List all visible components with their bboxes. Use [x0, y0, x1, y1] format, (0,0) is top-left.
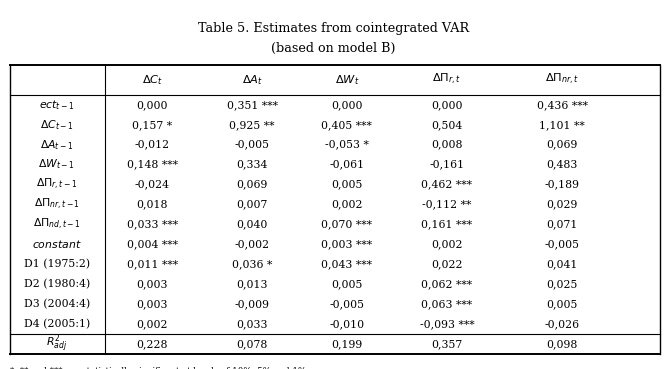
Text: D1 (1975:2): D1 (1975:2): [23, 259, 90, 269]
Text: 0,436 ***: 0,436 ***: [537, 100, 588, 110]
Text: 0,025: 0,025: [546, 279, 578, 289]
Text: $\Delta W_t$: $\Delta W_t$: [335, 73, 359, 87]
Text: 0,013: 0,013: [236, 279, 268, 289]
Text: 0,002: 0,002: [431, 239, 463, 249]
Text: 0,029: 0,029: [546, 199, 578, 210]
Text: $constant$: $constant$: [32, 238, 81, 250]
Text: -0,053 *: -0,053 *: [325, 139, 369, 150]
Text: $\Delta\Pi_{nr,t-1}$: $\Delta\Pi_{nr,t-1}$: [34, 197, 79, 212]
Text: 0,069: 0,069: [546, 139, 578, 150]
Text: 0,098: 0,098: [546, 339, 578, 349]
Text: 0,062 ***: 0,062 ***: [422, 279, 472, 289]
Text: 0,071: 0,071: [546, 219, 578, 230]
Text: 0,000: 0,000: [331, 100, 363, 110]
Text: $ect_{t-1}$: $ect_{t-1}$: [39, 98, 74, 112]
Text: 0,228: 0,228: [136, 339, 168, 349]
Text: 0,040: 0,040: [236, 219, 268, 230]
Text: 0,199: 0,199: [331, 339, 362, 349]
Text: 0,005: 0,005: [331, 279, 363, 289]
Text: 0,000: 0,000: [136, 100, 168, 110]
Text: 0,041: 0,041: [546, 259, 578, 269]
Text: D4 (2005:1): D4 (2005:1): [23, 319, 90, 329]
Text: 0,161 ***: 0,161 ***: [422, 219, 472, 230]
Text: D3 (2004:4): D3 (2004:4): [23, 299, 90, 309]
Text: 0,357: 0,357: [432, 339, 462, 349]
Text: $\Delta W_{t-1}$: $\Delta W_{t-1}$: [39, 158, 75, 172]
Text: (based on model B): (based on model B): [271, 42, 396, 55]
Text: * ,** and *** are statistically significant at levels of 10%, 5% and 1%: * ,** and *** are statistically signific…: [10, 367, 306, 369]
Text: 0,005: 0,005: [546, 299, 578, 309]
Text: $\Delta\Pi_{nr,t}$: $\Delta\Pi_{nr,t}$: [545, 72, 580, 87]
Text: 0,002: 0,002: [331, 199, 363, 210]
Text: -0,005: -0,005: [545, 239, 580, 249]
Text: -0,012: -0,012: [135, 139, 169, 150]
Text: $\Delta\Pi_{nd,t-1}$: $\Delta\Pi_{nd,t-1}$: [33, 217, 81, 232]
Text: 0,078: 0,078: [236, 339, 268, 349]
Text: 0,334: 0,334: [236, 159, 268, 170]
Text: -0,009: -0,009: [235, 299, 269, 309]
Text: 0,069: 0,069: [236, 179, 268, 190]
Text: $\Delta C_t$: $\Delta C_t$: [141, 73, 163, 87]
Text: 0,011 ***: 0,011 ***: [127, 259, 177, 269]
Text: 0,018: 0,018: [136, 199, 168, 210]
Text: -0,189: -0,189: [545, 179, 580, 190]
Text: 0,070 ***: 0,070 ***: [321, 219, 372, 230]
Text: $\Delta C_{t-1}$: $\Delta C_{t-1}$: [40, 118, 73, 132]
Text: 0,148 ***: 0,148 ***: [127, 159, 177, 170]
Text: $\Delta A_{t-1}$: $\Delta A_{t-1}$: [40, 138, 73, 152]
Text: 0,157 *: 0,157 *: [132, 120, 172, 130]
Text: 0,000: 0,000: [431, 100, 463, 110]
Text: 0,008: 0,008: [431, 139, 463, 150]
Text: 0,063 ***: 0,063 ***: [422, 299, 472, 309]
Text: 0,036 *: 0,036 *: [232, 259, 272, 269]
Text: 0,002: 0,002: [136, 319, 168, 329]
Text: 0,033: 0,033: [236, 319, 268, 329]
Text: -0,010: -0,010: [329, 319, 364, 329]
Text: 0,033 ***: 0,033 ***: [127, 219, 177, 230]
Text: $R^2_{adj}$: $R^2_{adj}$: [46, 333, 67, 355]
Text: 0,351 ***: 0,351 ***: [227, 100, 277, 110]
Text: -0,061: -0,061: [329, 159, 364, 170]
Text: 0,007: 0,007: [236, 199, 268, 210]
Text: -0,005: -0,005: [235, 139, 269, 150]
Text: 0,003: 0,003: [136, 279, 168, 289]
Text: 0,925 **: 0,925 **: [229, 120, 275, 130]
Text: 0,005: 0,005: [331, 179, 363, 190]
Text: -0,005: -0,005: [329, 299, 364, 309]
Text: Table 5. Estimates from cointegrated VAR: Table 5. Estimates from cointegrated VAR: [198, 22, 469, 35]
Text: -0,093 ***: -0,093 ***: [420, 319, 474, 329]
Text: D2 (1980:4): D2 (1980:4): [23, 279, 90, 289]
Text: 0,405 ***: 0,405 ***: [321, 120, 372, 130]
Text: 0,043 ***: 0,043 ***: [321, 259, 372, 269]
Text: 0,504: 0,504: [432, 120, 462, 130]
Text: -0,002: -0,002: [235, 239, 269, 249]
Text: 0,483: 0,483: [546, 159, 578, 170]
Text: 0,022: 0,022: [431, 259, 463, 269]
Text: $\Delta\Pi_{r,t-1}$: $\Delta\Pi_{r,t-1}$: [36, 177, 77, 192]
Text: $\Delta A_t$: $\Delta A_t$: [241, 73, 263, 87]
Text: 0,003: 0,003: [136, 299, 168, 309]
Text: 0,003 ***: 0,003 ***: [321, 239, 372, 249]
Text: -0,024: -0,024: [135, 179, 169, 190]
Text: 1,101 **: 1,101 **: [540, 120, 585, 130]
Text: $\Delta\Pi_{r,t}$: $\Delta\Pi_{r,t}$: [432, 72, 462, 87]
Text: 0,462 ***: 0,462 ***: [422, 179, 472, 190]
Text: 0,004 ***: 0,004 ***: [127, 239, 177, 249]
Text: -0,112 **: -0,112 **: [422, 199, 472, 210]
Text: -0,161: -0,161: [430, 159, 464, 170]
Text: -0,026: -0,026: [545, 319, 580, 329]
